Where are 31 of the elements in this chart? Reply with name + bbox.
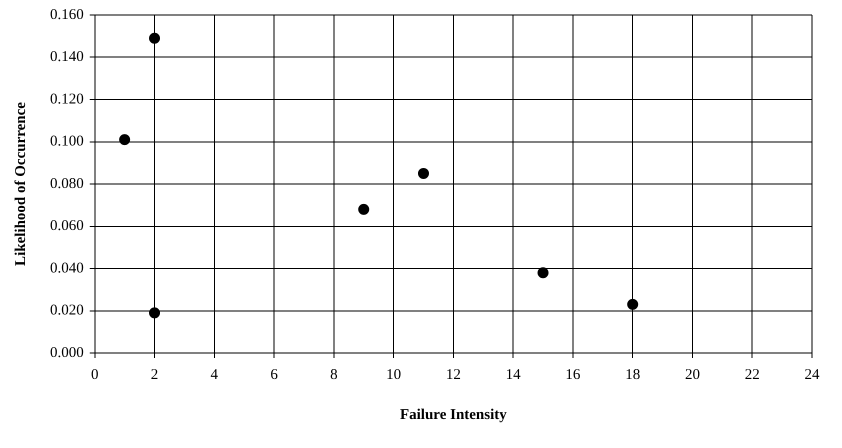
- y-tick-label: 0.140: [50, 49, 84, 66]
- x-tick-label: 10: [386, 366, 402, 383]
- y-tick-label: 0.060: [50, 218, 84, 234]
- point: [418, 168, 429, 179]
- y-tick-label: 0.040: [50, 260, 84, 276]
- x-tick-label: 4: [210, 366, 219, 383]
- point: [149, 32, 160, 44]
- point: [149, 307, 160, 318]
- point: [538, 267, 549, 278]
- x-tick-label: 8: [330, 366, 338, 383]
- x-tick-label: 22: [744, 366, 760, 383]
- x-tick-label: 0: [91, 366, 98, 383]
- y-tick-label: 0.100: [50, 134, 84, 150]
- y-tick-label: 0.160: [50, 6, 84, 23]
- x-tick-label: 6: [270, 366, 278, 383]
- y-axis-title: Likelihood of Occurrence: [12, 102, 29, 266]
- y-tick-label: 0.020: [50, 302, 84, 319]
- point: [627, 298, 638, 310]
- y-tick-label: 0.080: [50, 176, 84, 192]
- y-tick-label: 0.120: [50, 91, 84, 108]
- point: [358, 204, 370, 215]
- x-tick-label: 12: [446, 366, 461, 383]
- y-tick-label: 0.000: [50, 344, 84, 361]
- x-tick-label: 20: [684, 366, 700, 383]
- x-tick-label: 2: [150, 366, 158, 383]
- x-tick-label: 14: [506, 366, 522, 383]
- x-tick-label: 24: [804, 366, 820, 383]
- x-axis-title: Failure Intensity: [400, 406, 508, 423]
- x-tick-label: 16: [565, 366, 581, 383]
- point: [119, 134, 130, 146]
- x-tick-label: 18: [625, 366, 640, 383]
